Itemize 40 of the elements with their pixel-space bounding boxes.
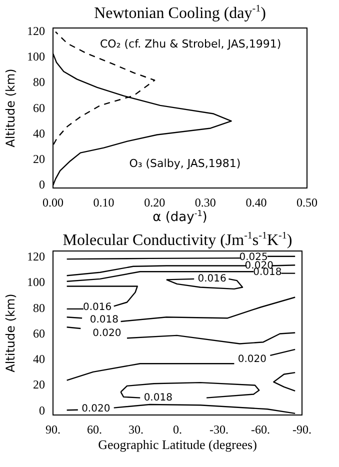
y-tick-label: 80 — [33, 300, 45, 315]
y-tick-label: 20 — [33, 152, 45, 166]
series-label: 0.020 — [92, 328, 122, 339]
series-label: 0.020 — [238, 354, 267, 366]
series-label: 0.016 — [82, 302, 112, 314]
x-tick-label: -60. — [251, 422, 270, 436]
x-tick-label: 0. — [173, 422, 182, 436]
y-tick-label: 80 — [33, 75, 45, 90]
series-label: 0.018 — [144, 392, 172, 404]
x-tick-label: 0.30 — [194, 195, 216, 210]
y-tick-label: 40 — [33, 126, 45, 140]
y-tick-label: 100 — [27, 275, 45, 290]
x-tick-label: -90. — [292, 422, 312, 436]
x-tick-label: -30. — [210, 422, 228, 436]
x-tick-label: 30. — [128, 422, 144, 436]
x-tick-label: 0.20 — [144, 195, 166, 210]
y-tick-label: 120 — [27, 24, 45, 38]
series-label: O₃ (Salby, JAS,1981) — [129, 156, 241, 170]
y-tick-label: 0 — [39, 178, 45, 192]
series-label: 0.020 — [82, 403, 110, 414]
series-label: 0.018 — [90, 314, 119, 326]
y-tick-label: 40 — [33, 352, 45, 366]
x-tick-label: 0.40 — [246, 195, 267, 210]
series-label: 0.018 — [253, 267, 282, 278]
x-tick-label: 0.50 — [296, 195, 318, 210]
x-tick-label: 60. — [87, 422, 102, 436]
x-tick-label: 90. — [46, 422, 60, 436]
y-tick-label: 0 — [39, 403, 45, 418]
y-tick-label: 60 — [33, 326, 45, 340]
x-tick-label: 0.00 — [42, 195, 64, 210]
series-label: 0.016 — [198, 274, 226, 285]
y-axis-title: Altitude (km) — [3, 294, 18, 372]
y-tick-label: 120 — [27, 250, 45, 264]
x-tick-label: 0.10 — [93, 195, 114, 210]
y-tick-label: 20 — [33, 378, 45, 392]
series-label: CO₂ (cf. Zhu & Strobel, JAS,1991) — [100, 38, 282, 50]
y-tick-label: 60 — [33, 100, 45, 115]
y-axis-title: Altitude (km) — [3, 68, 18, 148]
y-tick-label: 100 — [27, 50, 45, 64]
x-axis-title: Geographic Latitude (degrees) — [98, 437, 257, 452]
